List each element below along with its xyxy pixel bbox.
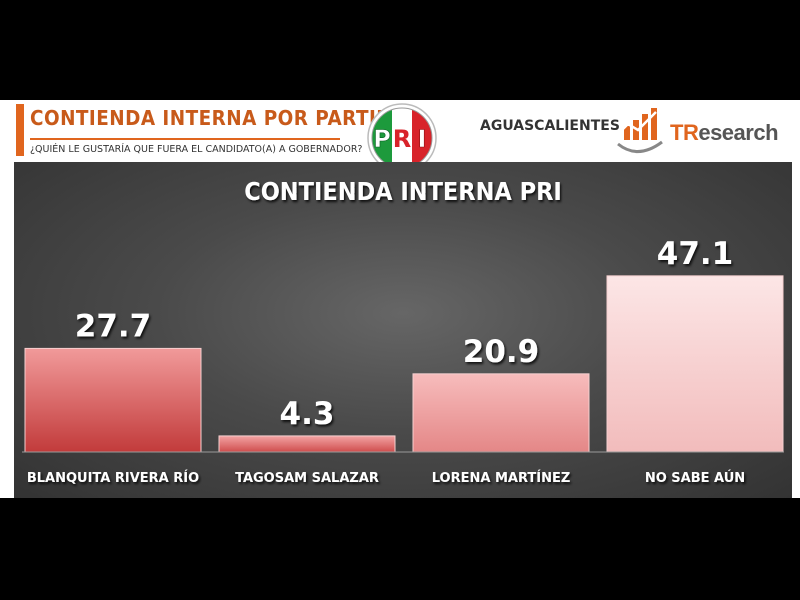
header-divider xyxy=(30,138,340,140)
brand-name-rest: esearch xyxy=(698,120,779,145)
bar-blanquita-rivera-rio xyxy=(24,347,202,453)
header-subtitle: ¿QUIÉN LE GUSTARÍA QUE FUERA EL CANDIDAT… xyxy=(30,144,363,155)
pri-letter-r: R xyxy=(393,125,411,153)
tresearch-logo-icon xyxy=(617,108,663,153)
header: CONTIENDA INTERNA POR PARTIDO ¿QUIÉN LE … xyxy=(0,100,800,173)
bar-chart: CONTIENDA INTERNA PRI 27.7 BLANQUITA RIVE… xyxy=(22,177,784,486)
data-label: 47.1 xyxy=(657,236,734,272)
category-label: LORENA MARTÍNEZ xyxy=(432,470,571,486)
brand-name: TResearch xyxy=(670,120,779,146)
header-title: CONTIENDA INTERNA POR PARTIDO xyxy=(30,106,409,130)
pri-logo-icon: P R I xyxy=(367,103,437,173)
data-label: 27.7 xyxy=(75,308,152,344)
chart-area: CONTIENDA INTERNA PRI 27.7 BLANQUITA RIVE… xyxy=(14,162,792,498)
bar-lorena-martinez xyxy=(412,373,590,453)
bar-no-sabe-aun xyxy=(606,275,784,453)
bar-tagosam-salazar xyxy=(218,435,396,453)
category-label: BLANQUITA RIVERA RÍO xyxy=(27,470,199,486)
brand-name-tr: TR xyxy=(670,120,699,145)
infographic-frame: CONTIENDA INTERNA POR PARTIDO ¿QUIÉN LE … xyxy=(0,100,800,498)
pri-letter-p: P xyxy=(373,125,391,153)
category-label: TAGOSAM SALAZAR xyxy=(235,471,379,486)
region-label: AGUASCALIENTES xyxy=(480,118,620,134)
category-label: NO SABE AÚN xyxy=(645,470,745,486)
data-label: 20.9 xyxy=(463,334,540,370)
data-label: 4.3 xyxy=(280,396,335,432)
accent-bar xyxy=(16,104,24,156)
pri-letter-i: I xyxy=(418,125,427,153)
chart-title: CONTIENDA INTERNA PRI xyxy=(244,177,562,206)
